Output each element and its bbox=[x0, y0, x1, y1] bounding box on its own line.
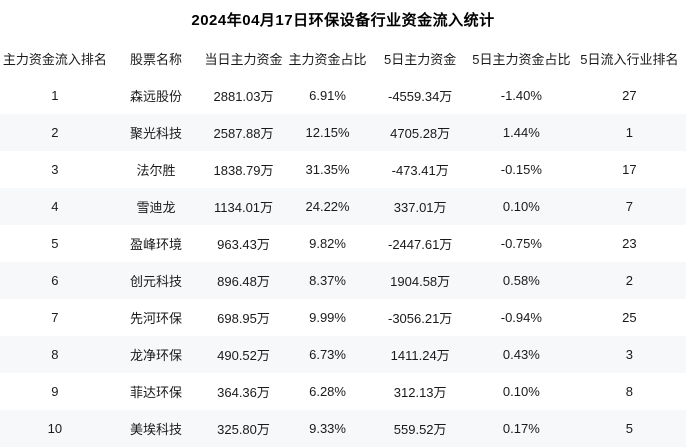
cell-rank: 5 bbox=[51, 236, 59, 251]
cell-5day-fund-ratio: 0.43% bbox=[502, 347, 540, 362]
table-row: 3 法尔胜 1838.79万 31.35% -473.41万 -0.15% 17 bbox=[0, 151, 686, 188]
cell-5day-main-fund: -3056.21万 bbox=[387, 311, 453, 326]
cell-5day-main-fund: 1904.58万 bbox=[390, 274, 451, 289]
cell-rank: 1 bbox=[51, 88, 59, 103]
table-header: 主力资金流入排名 股票名称 当日主力资金 主力资金占比 5日主力资金 5日主力资… bbox=[0, 39, 686, 77]
cell-5day-main-fund: 312.13万 bbox=[393, 385, 447, 400]
column-header-rank: 主力资金流入排名 bbox=[2, 51, 107, 67]
table-row: 1 森远股份 2881.03万 6.91% -4559.34万 -1.40% 2… bbox=[0, 77, 686, 114]
cell-rank: 10 bbox=[47, 421, 63, 436]
cell-rank: 4 bbox=[51, 199, 59, 214]
cell-rank: 8 bbox=[51, 347, 59, 362]
column-header-5day-industry-rank: 5日流入行业排名 bbox=[580, 51, 679, 67]
cell-5day-fund-ratio: 0.10% bbox=[502, 384, 540, 399]
cell-today-main-fund: 1838.79万 bbox=[213, 163, 274, 178]
cell-stock-name: 美埃科技 bbox=[130, 422, 183, 437]
cell-today-main-fund: 364.36万 bbox=[217, 385, 270, 400]
cell-5day-main-fund: -4559.34万 bbox=[387, 89, 453, 104]
cell-rank: 2 bbox=[51, 125, 59, 140]
cell-5day-industry-rank: 7 bbox=[625, 199, 633, 214]
cell-5day-main-fund: 559.52万 bbox=[393, 422, 447, 437]
cell-5day-fund-ratio: 1.44% bbox=[502, 125, 540, 140]
cell-stock-name: 法尔胜 bbox=[136, 163, 176, 178]
cell-today-main-fund: 1134.01万 bbox=[214, 200, 274, 215]
cell-rank: 6 bbox=[51, 273, 59, 288]
table-row: 10 美埃科技 325.80万 9.33% 559.52万 0.17% 5 bbox=[0, 410, 686, 447]
cell-5day-industry-rank: 25 bbox=[622, 310, 637, 325]
table-row: 8 龙净环保 490.52万 6.73% 1411.24万 0.43% 3 bbox=[0, 336, 686, 373]
cell-5day-main-fund: 1411.24万 bbox=[390, 348, 450, 363]
column-header-today-main-fund: 当日主力资金 bbox=[204, 51, 283, 67]
cell-5day-fund-ratio: -0.75% bbox=[500, 236, 542, 251]
cell-stock-name: 雪迪龙 bbox=[136, 200, 176, 215]
table-body: 1 森远股份 2881.03万 6.91% -4559.34万 -1.40% 2… bbox=[0, 77, 686, 447]
cell-5day-main-fund: 337.01万 bbox=[393, 200, 447, 215]
cell-5day-fund-ratio: -0.15% bbox=[500, 162, 542, 177]
cell-5day-industry-rank: 2 bbox=[625, 273, 633, 288]
column-header-5day-fund-ratio: 5日主力资金占比 bbox=[472, 51, 571, 67]
cell-5day-fund-ratio: -1.40% bbox=[500, 88, 542, 103]
table-row: 2 聚光科技 2587.88万 12.15% 4705.28万 1.44% 1 bbox=[0, 114, 686, 151]
cell-rank: 3 bbox=[51, 162, 59, 177]
cell-stock-name: 龙净环保 bbox=[130, 348, 183, 363]
fund-flow-table: 主力资金流入排名 股票名称 当日主力资金 主力资金占比 5日主力资金 5日主力资… bbox=[0, 39, 686, 447]
cell-5day-main-fund: -473.41万 bbox=[391, 163, 449, 178]
cell-rank: 7 bbox=[51, 310, 59, 325]
cell-today-main-fund: 2881.03万 bbox=[213, 89, 274, 104]
cell-main-fund-ratio: 8.37% bbox=[309, 273, 346, 288]
cell-stock-name: 聚光科技 bbox=[130, 126, 183, 141]
cell-5day-main-fund: -2447.61万 bbox=[387, 237, 453, 252]
cell-5day-industry-rank: 17 bbox=[622, 162, 637, 177]
cell-5day-industry-rank: 8 bbox=[625, 384, 633, 399]
table-row: 6 创元科技 896.48万 8.37% 1904.58万 0.58% 2 bbox=[0, 262, 686, 299]
column-header-5day-main-fund: 5日主力资金 bbox=[384, 51, 457, 67]
cell-stock-name: 菲达环保 bbox=[130, 385, 183, 400]
page-title: 2024年04月17日环保设备行业资金流入统计 bbox=[191, 12, 495, 29]
cell-main-fund-ratio: 6.28% bbox=[309, 384, 346, 399]
table-row: 9 菲达环保 364.36万 6.28% 312.13万 0.10% 8 bbox=[0, 373, 686, 410]
cell-today-main-fund: 963.43万 bbox=[217, 237, 270, 252]
cell-today-main-fund: 896.48万 bbox=[217, 274, 270, 289]
cell-main-fund-ratio: 31.35% bbox=[305, 162, 350, 177]
table-row: 4 雪迪龙 1134.01万 24.22% 337.01万 0.10% 7 bbox=[0, 188, 686, 225]
table-row: 7 先河环保 698.95万 9.99% -3056.21万 -0.94% 25 bbox=[0, 299, 686, 336]
cell-main-fund-ratio: 6.73% bbox=[309, 347, 346, 362]
cell-stock-name: 盈峰环境 bbox=[130, 237, 183, 252]
cell-5day-main-fund: 4705.28万 bbox=[390, 126, 451, 141]
cell-today-main-fund: 2587.88万 bbox=[213, 126, 274, 141]
table-row: 5 盈峰环境 963.43万 9.82% -2447.61万 -0.75% 23 bbox=[0, 225, 686, 262]
cell-main-fund-ratio: 9.82% bbox=[309, 236, 346, 251]
column-header-main-fund-ratio: 主力资金占比 bbox=[288, 51, 367, 67]
cell-stock-name: 创元科技 bbox=[130, 274, 183, 289]
table-header-row: 主力资金流入排名 股票名称 当日主力资金 主力资金占比 5日主力资金 5日主力资… bbox=[0, 39, 686, 77]
cell-5day-industry-rank: 5 bbox=[625, 421, 633, 436]
cell-today-main-fund: 698.95万 bbox=[217, 311, 270, 326]
cell-5day-fund-ratio: 0.58% bbox=[502, 273, 540, 288]
cell-5day-industry-rank: 1 bbox=[625, 125, 633, 140]
cell-today-main-fund: 325.80万 bbox=[217, 422, 270, 437]
cell-5day-fund-ratio: -0.94% bbox=[500, 310, 542, 325]
cell-5day-industry-rank: 23 bbox=[622, 236, 637, 251]
cell-main-fund-ratio: 6.91% bbox=[309, 88, 346, 103]
cell-main-fund-ratio: 24.22% bbox=[305, 199, 350, 214]
cell-5day-industry-rank: 3 bbox=[625, 347, 633, 362]
cell-5day-industry-rank: 27 bbox=[622, 88, 637, 103]
cell-5day-fund-ratio: 0.17% bbox=[502, 421, 540, 436]
cell-5day-fund-ratio: 0.10% bbox=[502, 199, 540, 214]
cell-main-fund-ratio: 9.99% bbox=[309, 310, 346, 325]
cell-today-main-fund: 490.52万 bbox=[217, 348, 270, 363]
cell-rank: 9 bbox=[51, 384, 59, 399]
cell-stock-name: 森远股份 bbox=[130, 89, 183, 104]
cell-main-fund-ratio: 9.33% bbox=[309, 421, 346, 436]
cell-main-fund-ratio: 12.15% bbox=[305, 125, 350, 140]
cell-stock-name: 先河环保 bbox=[130, 311, 183, 326]
column-header-stock-name: 股票名称 bbox=[130, 51, 183, 67]
